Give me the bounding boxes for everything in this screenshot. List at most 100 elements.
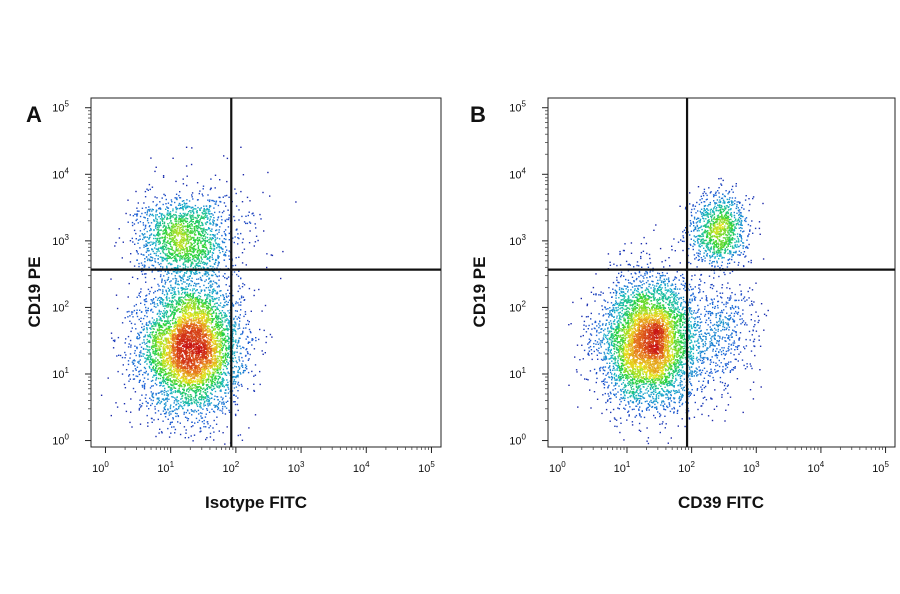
data-point [176, 334, 178, 336]
data-point [199, 339, 201, 341]
data-point [178, 311, 181, 313]
data-point [231, 390, 234, 392]
data-point [186, 367, 189, 370]
data-point [187, 306, 189, 309]
data-point [152, 366, 154, 369]
data-point [149, 331, 152, 334]
data-point [176, 360, 178, 362]
data-point [265, 341, 267, 344]
data-point [211, 354, 213, 357]
data-point [197, 338, 199, 341]
data-point [158, 333, 160, 335]
data-point [179, 392, 181, 394]
data-point [195, 367, 197, 369]
data-point [184, 332, 186, 334]
data-point [143, 325, 145, 328]
data-point [171, 319, 174, 321]
data-point [210, 284, 212, 286]
data-point [200, 387, 203, 389]
data-point [238, 304, 240, 306]
data-point [182, 262, 185, 264]
data-point [204, 313, 206, 315]
data-point [184, 312, 187, 315]
data-point [199, 312, 201, 314]
data-point [165, 314, 168, 316]
data-point [225, 314, 227, 316]
data-point [182, 363, 184, 365]
data-point [192, 369, 195, 371]
data-point [189, 312, 191, 314]
data-point [152, 376, 154, 378]
data-point [216, 291, 219, 293]
data-point [206, 361, 208, 363]
data-point [164, 279, 166, 282]
data-point [181, 356, 183, 358]
data-point [132, 359, 134, 362]
data-point [169, 378, 171, 380]
data-point [191, 290, 194, 292]
data-point [203, 405, 205, 407]
data-point [181, 337, 183, 339]
data-point [221, 324, 224, 326]
data-point [195, 345, 197, 348]
data-point [191, 402, 193, 405]
data-point [225, 293, 227, 295]
data-point [212, 280, 215, 282]
data-point [185, 402, 187, 404]
data-point [217, 369, 219, 372]
data-point [208, 427, 210, 429]
data-point [187, 394, 189, 396]
data-point [174, 277, 176, 280]
data-point [172, 373, 174, 376]
data-point [196, 367, 199, 370]
data-point [171, 299, 174, 302]
data-point [182, 407, 184, 410]
data-point [142, 317, 145, 320]
data-point [172, 418, 174, 420]
data-point [174, 324, 176, 326]
data-point [133, 359, 135, 361]
data-point [169, 346, 171, 348]
data-point [222, 432, 224, 434]
data-point [182, 339, 185, 341]
data-point [220, 351, 222, 354]
data-point [144, 303, 146, 306]
data-point [232, 330, 234, 333]
data-point [222, 397, 224, 399]
data-point [150, 364, 152, 366]
data-point [253, 390, 256, 392]
data-point [146, 294, 148, 296]
data-point [211, 397, 213, 399]
data-point [151, 369, 153, 371]
data-point [175, 300, 177, 302]
data-point [208, 370, 211, 372]
data-point [223, 297, 225, 299]
data-point [202, 397, 204, 399]
data-point [170, 404, 172, 406]
data-point [180, 377, 183, 379]
data-point [192, 315, 194, 318]
data-point [223, 254, 225, 256]
data-point [215, 333, 217, 336]
data-point [161, 335, 164, 337]
data-point [193, 308, 195, 310]
data-point [157, 398, 160, 400]
data-point [205, 362, 208, 364]
data-point [159, 334, 162, 336]
data-point [247, 359, 250, 361]
data-point [224, 389, 227, 391]
data-point [177, 341, 179, 343]
data-point [163, 331, 165, 333]
data-point [172, 364, 174, 366]
data-point [183, 302, 186, 305]
data-point [187, 395, 189, 398]
data-point [193, 361, 196, 364]
data-point [178, 343, 180, 346]
data-point [227, 322, 229, 324]
data-point [207, 405, 209, 407]
data-point [210, 358, 212, 360]
data-point [134, 368, 137, 370]
data-point [188, 331, 190, 334]
data-point [188, 294, 190, 297]
data-point [166, 311, 168, 314]
